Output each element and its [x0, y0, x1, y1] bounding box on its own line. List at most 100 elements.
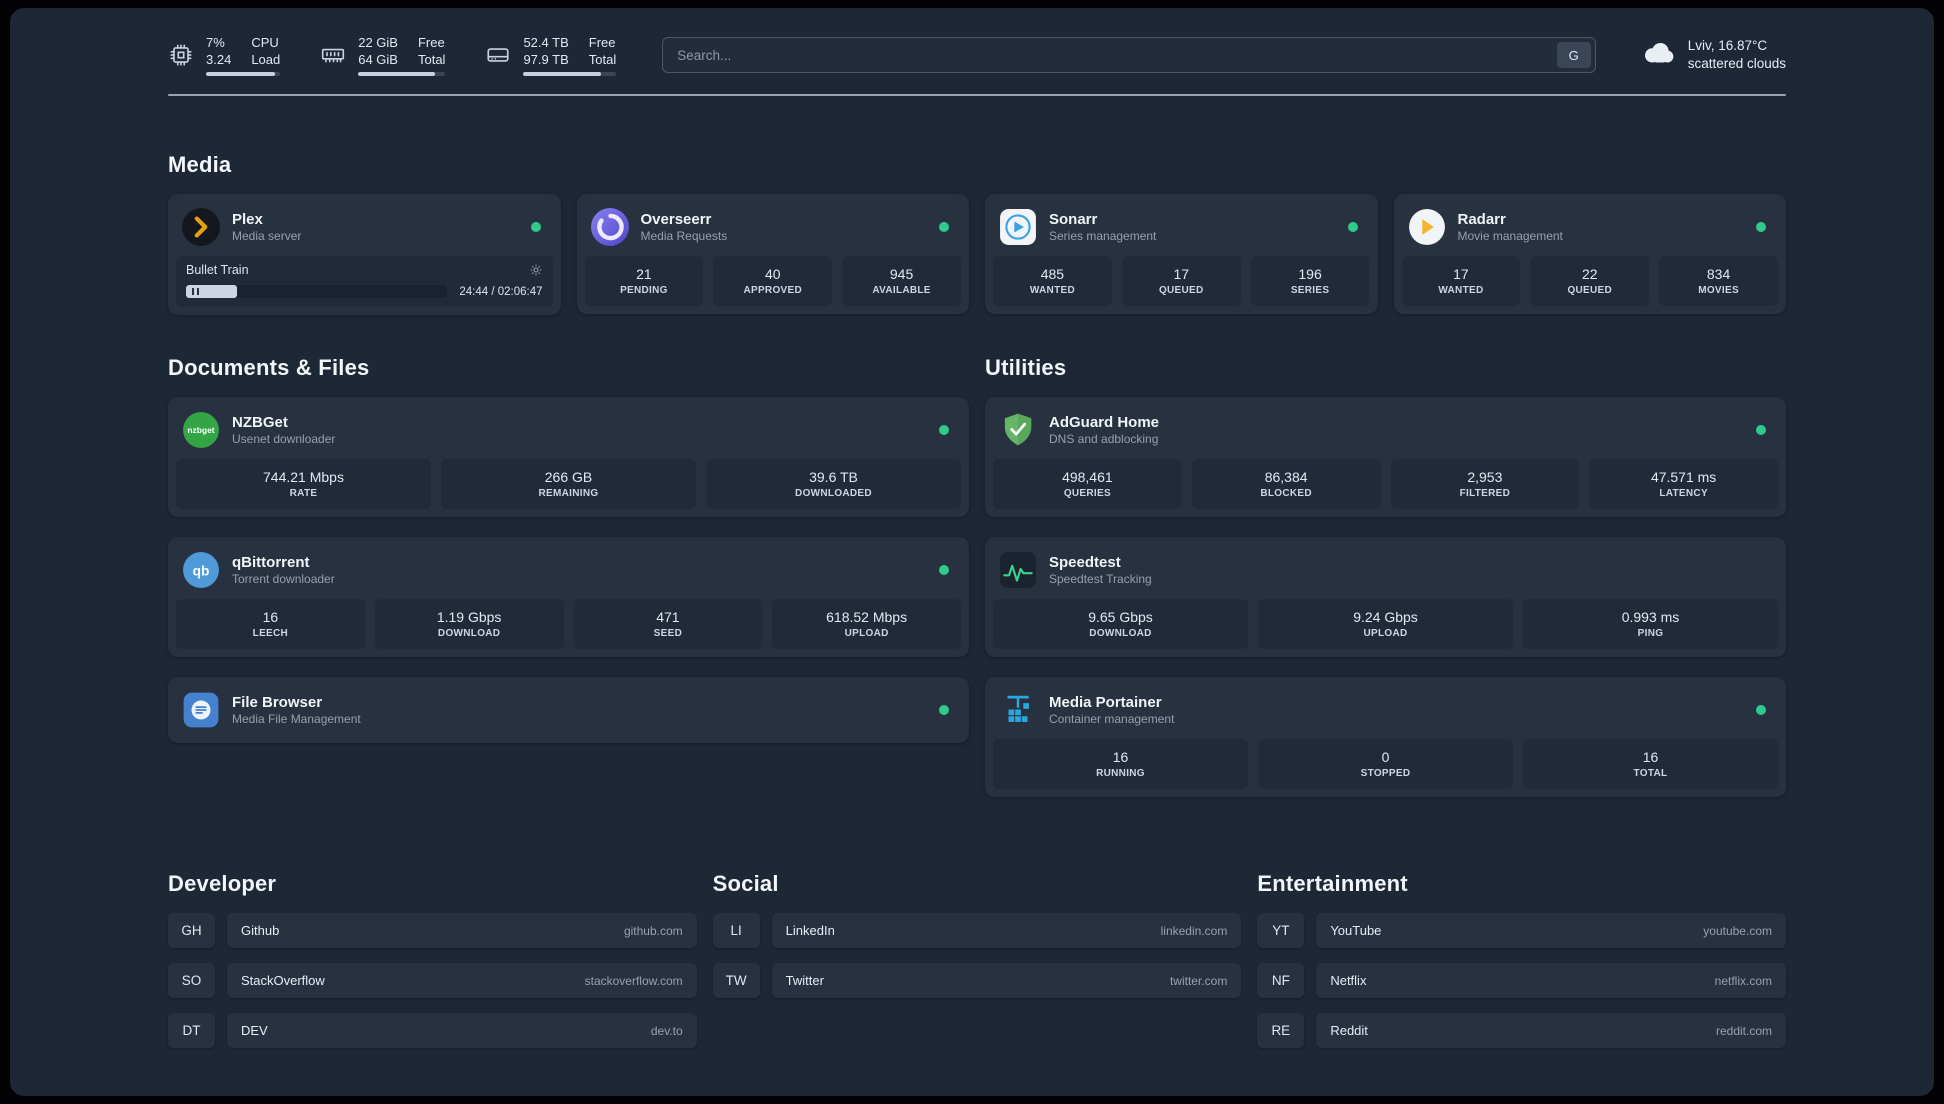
bookmark-linkedin[interactable]: LI LinkedIn linkedin.com: [712, 913, 1242, 948]
bookmark-link[interactable]: StackOverflow stackoverflow.com: [227, 963, 697, 998]
social-section-title: Social: [712, 871, 779, 896]
app-subtitle: Series management: [1049, 229, 1157, 243]
bookmark-abbr[interactable]: RE: [1257, 1013, 1305, 1048]
bookmark-dev[interactable]: DT DEV dev.to: [168, 1013, 697, 1048]
stat-upload: 9.24 Gbps UPLOAD: [1258, 599, 1513, 649]
app-name: Media Portainer: [1049, 694, 1162, 711]
bookmark-netflix[interactable]: NF Netflix netflix.com: [1257, 963, 1786, 998]
app-name: Speedtest: [1049, 554, 1121, 571]
header-divider: [168, 94, 1786, 96]
bookmark-link[interactable]: Github github.com: [227, 913, 697, 948]
disk-label-1: Free: [588, 35, 616, 50]
stat-queued: 22 QUEUED: [1530, 256, 1650, 306]
status-dot: [1756, 425, 1766, 435]
stat-wanted: 485 WANTED: [993, 256, 1112, 306]
memory-free: 22 GiB: [358, 35, 398, 50]
app-name: Overseerr: [640, 211, 712, 228]
adguard-card[interactable]: AdGuard Home DNS and adblocking 498,461 …: [985, 397, 1786, 517]
documents-section-title: Documents & Files: [168, 355, 370, 380]
stat-queries: 498,461 QUERIES: [993, 459, 1182, 509]
bookmark-abbr[interactable]: SO: [168, 963, 215, 998]
gear-icon[interactable]: [529, 263, 543, 277]
app-name: Plex: [232, 211, 263, 228]
pause-icon[interactable]: [192, 288, 199, 295]
bookmark-group-developer: Developer GH Github github.com SO StackO…: [168, 871, 697, 1063]
qbittorrent-icon: qb: [182, 551, 220, 589]
bookmark-github[interactable]: GH Github github.com: [168, 913, 697, 948]
filebrowser-icon: [182, 691, 220, 729]
portainer-icon: [999, 691, 1037, 729]
app-subtitle: DNS and adblocking: [1049, 432, 1159, 446]
cpu-widget: 7% CPU 3.24 Load: [168, 34, 281, 76]
bookmark-link[interactable]: Twitter twitter.com: [771, 963, 1242, 998]
bookmark-link[interactable]: LinkedIn linkedin.com: [771, 913, 1242, 948]
stat-remaining: 266 GB REMAINING: [441, 459, 696, 509]
radarr-card[interactable]: Radarr Movie management 17 WANTED 22 QUE…: [1393, 194, 1786, 314]
weather-condition: scattered clouds: [1687, 56, 1786, 71]
stat-ping: 0.993 ms PING: [1523, 599, 1778, 649]
status-dot: [939, 425, 949, 435]
cpu-icon: [168, 42, 194, 68]
bookmark-stackoverflow[interactable]: SO StackOverflow stackoverflow.com: [168, 963, 697, 998]
bookmark-abbr[interactable]: GH: [168, 913, 215, 948]
dashboard-panel: 7% CPU 3.24 Load: [10, 8, 1934, 1096]
bookmark-reddit[interactable]: RE Reddit reddit.com: [1257, 1013, 1786, 1048]
now-playing-title: Bullet Train: [186, 263, 249, 277]
app-subtitle: Container management: [1049, 712, 1175, 726]
playback-progress-bar[interactable]: [186, 285, 448, 298]
bookmark-abbr[interactable]: LI: [712, 913, 760, 948]
stat-downloaded: 39.6 TB DOWNLOADED: [706, 459, 961, 509]
search-provider-button[interactable]: G: [1556, 42, 1591, 68]
playback-time: 24:44 / 02:06:47: [459, 285, 543, 298]
bookmark-abbr[interactable]: DT: [168, 1013, 215, 1048]
sonarr-card[interactable]: Sonarr Series management 485 WANTED 17 Q…: [985, 194, 1378, 314]
stat-queued: 17 QUEUED: [1121, 256, 1241, 306]
stat-approved: 40 APPROVED: [713, 256, 833, 306]
plex-icon: [182, 208, 220, 246]
bookmark-link[interactable]: Netflix netflix.com: [1316, 963, 1786, 998]
bookmark-group-social: Social LI LinkedIn linkedin.com TW Twitt…: [712, 871, 1242, 1013]
bookmark-abbr[interactable]: TW: [712, 963, 760, 998]
memory-label-2: Total: [417, 52, 446, 67]
bookmark-link[interactable]: Reddit reddit.com: [1316, 1013, 1786, 1048]
status-dot: [1347, 222, 1358, 232]
sonarr-icon: [999, 208, 1037, 246]
nzbget-card[interactable]: nzbget NZBGet Usenet downloader 744.21 M…: [168, 397, 969, 517]
bookmark-youtube[interactable]: YT YouTube youtube.com: [1257, 913, 1786, 948]
cloud-icon: [1640, 40, 1676, 71]
utilities-section-title: Utilities: [985, 355, 1067, 380]
app-name: NZBGet: [232, 414, 288, 431]
app-subtitle: Media Requests: [640, 229, 728, 243]
search-input[interactable]: [662, 37, 1596, 73]
memory-widget: 22 GiB Free 64 GiB Total: [320, 34, 446, 76]
portainer-card[interactable]: Media Portainer Container management 16 …: [985, 677, 1786, 797]
bookmark-link[interactable]: YouTube youtube.com: [1316, 913, 1786, 948]
stat-latency: 47.571 ms LATENCY: [1589, 459, 1778, 509]
overseerr-card[interactable]: Overseerr Media Requests 21 PENDING 40 A…: [576, 194, 969, 314]
bookmark-link[interactable]: DEV dev.to: [227, 1013, 697, 1048]
status-dot: [939, 565, 949, 575]
adguard-icon: [999, 411, 1037, 449]
app-subtitle: Usenet downloader: [232, 432, 336, 446]
app-subtitle: Speedtest Tracking: [1049, 572, 1152, 586]
bookmark-abbr[interactable]: YT: [1257, 913, 1305, 948]
cpu-load: 3.24: [206, 52, 232, 67]
radarr-icon: [1408, 208, 1446, 246]
speedtest-icon: [999, 551, 1037, 589]
stat-total: 16 TOTAL: [1523, 739, 1778, 789]
bookmark-abbr[interactable]: NF: [1257, 963, 1305, 998]
status-dot: [1756, 222, 1766, 232]
stat-available: 945 AVAILABLE: [842, 256, 961, 306]
stat-stopped: 0 STOPPED: [1258, 739, 1513, 789]
cpu-bar: [206, 72, 281, 76]
qbittorrent-card[interactable]: qb qBittorrent Torrent downloader 16 LEE…: [168, 537, 969, 657]
filebrowser-card[interactable]: File Browser Media File Management: [168, 677, 969, 743]
weather-location: Lviv, 16.87°C: [1687, 38, 1768, 53]
nzbget-icon: nzbget: [182, 411, 220, 449]
speedtest-card[interactable]: Speedtest Speedtest Tracking 9.65 Gbps D…: [985, 537, 1786, 657]
bookmark-twitter[interactable]: TW Twitter twitter.com: [712, 963, 1242, 998]
app-subtitle: Movie management: [1457, 229, 1563, 243]
app-name: File Browser: [232, 694, 323, 711]
stat-blocked: 86,384 BLOCKED: [1191, 459, 1381, 509]
plex-card[interactable]: Plex Media server Bullet Train: [168, 194, 561, 315]
